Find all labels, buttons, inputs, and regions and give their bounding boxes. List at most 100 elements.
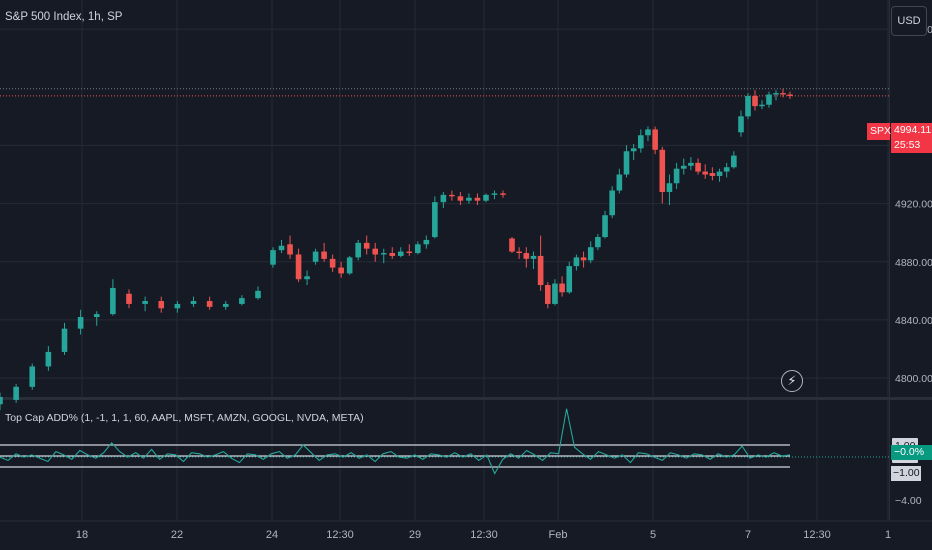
candle-body xyxy=(688,162,694,166)
candle-body xyxy=(45,351,52,367)
candle-body xyxy=(457,196,464,201)
currency-button[interactable]: USD xyxy=(891,6,927,36)
candle-body xyxy=(780,93,786,95)
time-axis[interactable]: 18 22 24 12:30 29 12:30 Feb 5 7 12:30 1 xyxy=(76,529,891,541)
time-tick-label: 7 xyxy=(745,529,751,541)
price-tick-label: 4840.00 xyxy=(895,315,932,327)
candle-body xyxy=(77,317,84,329)
candle-body xyxy=(544,285,551,304)
candle-body xyxy=(483,194,489,201)
candle-body xyxy=(666,183,673,192)
candle-body xyxy=(759,104,765,107)
indicator-pane: 1.000.00−4.00 xyxy=(0,408,922,507)
candle-body xyxy=(142,301,148,304)
lightning-bolt-icon[interactable]: ⚡︎ xyxy=(781,370,803,392)
candle-body xyxy=(500,193,506,195)
candle-body xyxy=(380,253,387,255)
candle-body xyxy=(773,93,779,95)
candle-body xyxy=(190,301,197,304)
candle-body xyxy=(695,162,701,172)
countdown-badge: 25:53 xyxy=(891,138,932,153)
indicator-level-badge: −1.00 xyxy=(891,466,921,481)
candle-body xyxy=(110,287,116,315)
candle-body xyxy=(652,129,658,150)
time-tick-label: 12:30 xyxy=(803,529,831,541)
time-tick-label: 24 xyxy=(266,529,278,541)
indicator-tick-label: −4.00 xyxy=(895,495,922,507)
indicator-title[interactable]: Top Cap ADD% (1, -1, 1, 1, 60, AAPL, MSF… xyxy=(5,412,364,424)
candle-body xyxy=(29,366,36,387)
price-tick-label: 4920.00 xyxy=(895,199,932,211)
symbol-title[interactable]: S&P 500 Index, 1h, SP xyxy=(5,11,123,23)
candle-body xyxy=(573,257,580,267)
time-tick-label: 22 xyxy=(171,529,183,541)
candle-body xyxy=(389,253,396,256)
candle-body xyxy=(222,303,229,307)
candle-body xyxy=(559,283,565,293)
candle-body xyxy=(638,135,644,149)
candle-body xyxy=(530,255,537,259)
candle-body xyxy=(0,397,3,405)
candle-body xyxy=(287,244,293,255)
candle-body xyxy=(787,94,793,96)
time-tick-label: Feb xyxy=(549,529,568,541)
candle-body xyxy=(270,250,276,265)
candle-body xyxy=(466,197,472,201)
candle-body xyxy=(738,116,744,133)
candle-body xyxy=(645,129,651,136)
candle-body xyxy=(552,283,558,304)
candle-body xyxy=(158,301,165,309)
pane-dividers xyxy=(0,0,932,522)
indicator-line xyxy=(0,408,791,475)
candle-body xyxy=(329,258,336,268)
candle-body xyxy=(295,254,302,280)
time-tick-label: 29 xyxy=(409,529,421,541)
candle-body xyxy=(174,303,181,309)
time-tick-label: 18 xyxy=(76,529,88,541)
candle-body xyxy=(206,301,213,307)
candle-body xyxy=(346,257,353,274)
time-tick-label: 12:30 xyxy=(326,529,354,541)
indicator-value-badge: −0.0% xyxy=(891,445,932,460)
candle-body xyxy=(338,267,344,274)
candle-body xyxy=(363,242,370,249)
candle-body xyxy=(440,194,447,203)
candlestick-series xyxy=(0,88,889,411)
candle-body xyxy=(397,251,404,256)
candle-body xyxy=(702,171,709,175)
candle-body xyxy=(630,148,637,152)
candle-body xyxy=(723,167,730,172)
price-axis[interactable]: 5040.004960.004920.004880.004840.004800.… xyxy=(895,24,932,385)
candle-body xyxy=(432,202,438,238)
candle-body xyxy=(372,248,379,255)
candle-body xyxy=(537,255,544,286)
candle-body xyxy=(623,151,630,175)
candle-body xyxy=(595,237,601,248)
candle-body xyxy=(566,266,573,293)
last-price-badge: 4994.11 xyxy=(891,123,932,138)
price-tick-label: 4880.00 xyxy=(895,257,932,269)
candle-body xyxy=(449,194,455,197)
price-tick-label: 4800.00 xyxy=(895,373,932,385)
candle-body xyxy=(609,190,615,216)
candle-body xyxy=(312,251,319,262)
candle-body xyxy=(255,290,261,299)
candle-body xyxy=(680,165,687,169)
time-tick-label: 12:30 xyxy=(470,529,498,541)
candle-body xyxy=(13,386,19,400)
candle-body xyxy=(709,173,716,176)
candle-body xyxy=(278,245,285,251)
candle-body xyxy=(93,314,100,318)
candle-body xyxy=(415,244,421,254)
symbol-badge: SPX xyxy=(867,123,891,140)
candle-body xyxy=(423,239,430,245)
candle-body xyxy=(766,94,772,105)
candle-body xyxy=(509,238,515,252)
candle-body xyxy=(523,253,530,259)
candle-body xyxy=(304,276,310,280)
candle-body xyxy=(616,174,623,191)
candle-body xyxy=(126,293,132,304)
candle-body xyxy=(355,242,361,258)
